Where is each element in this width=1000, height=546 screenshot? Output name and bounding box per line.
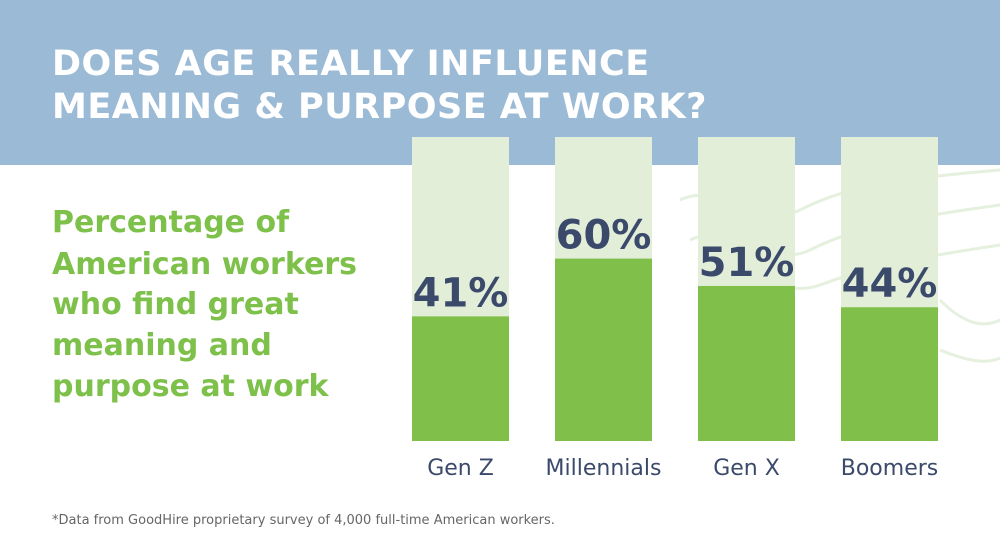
bar <box>698 285 795 441</box>
bar <box>841 307 938 441</box>
title-line: MEANING & PURPOSE AT WORK? <box>52 87 707 127</box>
x-tick-label: Boomers <box>841 456 939 481</box>
footnote: *Data from GoodHire proprietary survey o… <box>52 513 555 528</box>
x-tick-label: Gen Z <box>427 456 494 481</box>
x-tick-label: Millennials <box>546 456 662 481</box>
value-label: 60% <box>556 213 652 259</box>
value-label: 51% <box>699 240 795 286</box>
subtitle-line: American workers <box>52 247 357 282</box>
subtitle-line: Percentage of <box>52 205 290 240</box>
bar <box>412 316 509 441</box>
subtitle-line: who find great <box>52 287 299 322</box>
value-label: 41% <box>413 270 509 316</box>
title-line: DOES AGE REALLY INFLUENCE <box>52 44 650 84</box>
bar <box>555 258 652 441</box>
subtitle-line: meaning and <box>52 328 272 363</box>
value-label: 44% <box>842 261 938 307</box>
x-tick-label: Gen X <box>713 456 780 481</box>
subtitle-line: purpose at work <box>52 369 330 404</box>
